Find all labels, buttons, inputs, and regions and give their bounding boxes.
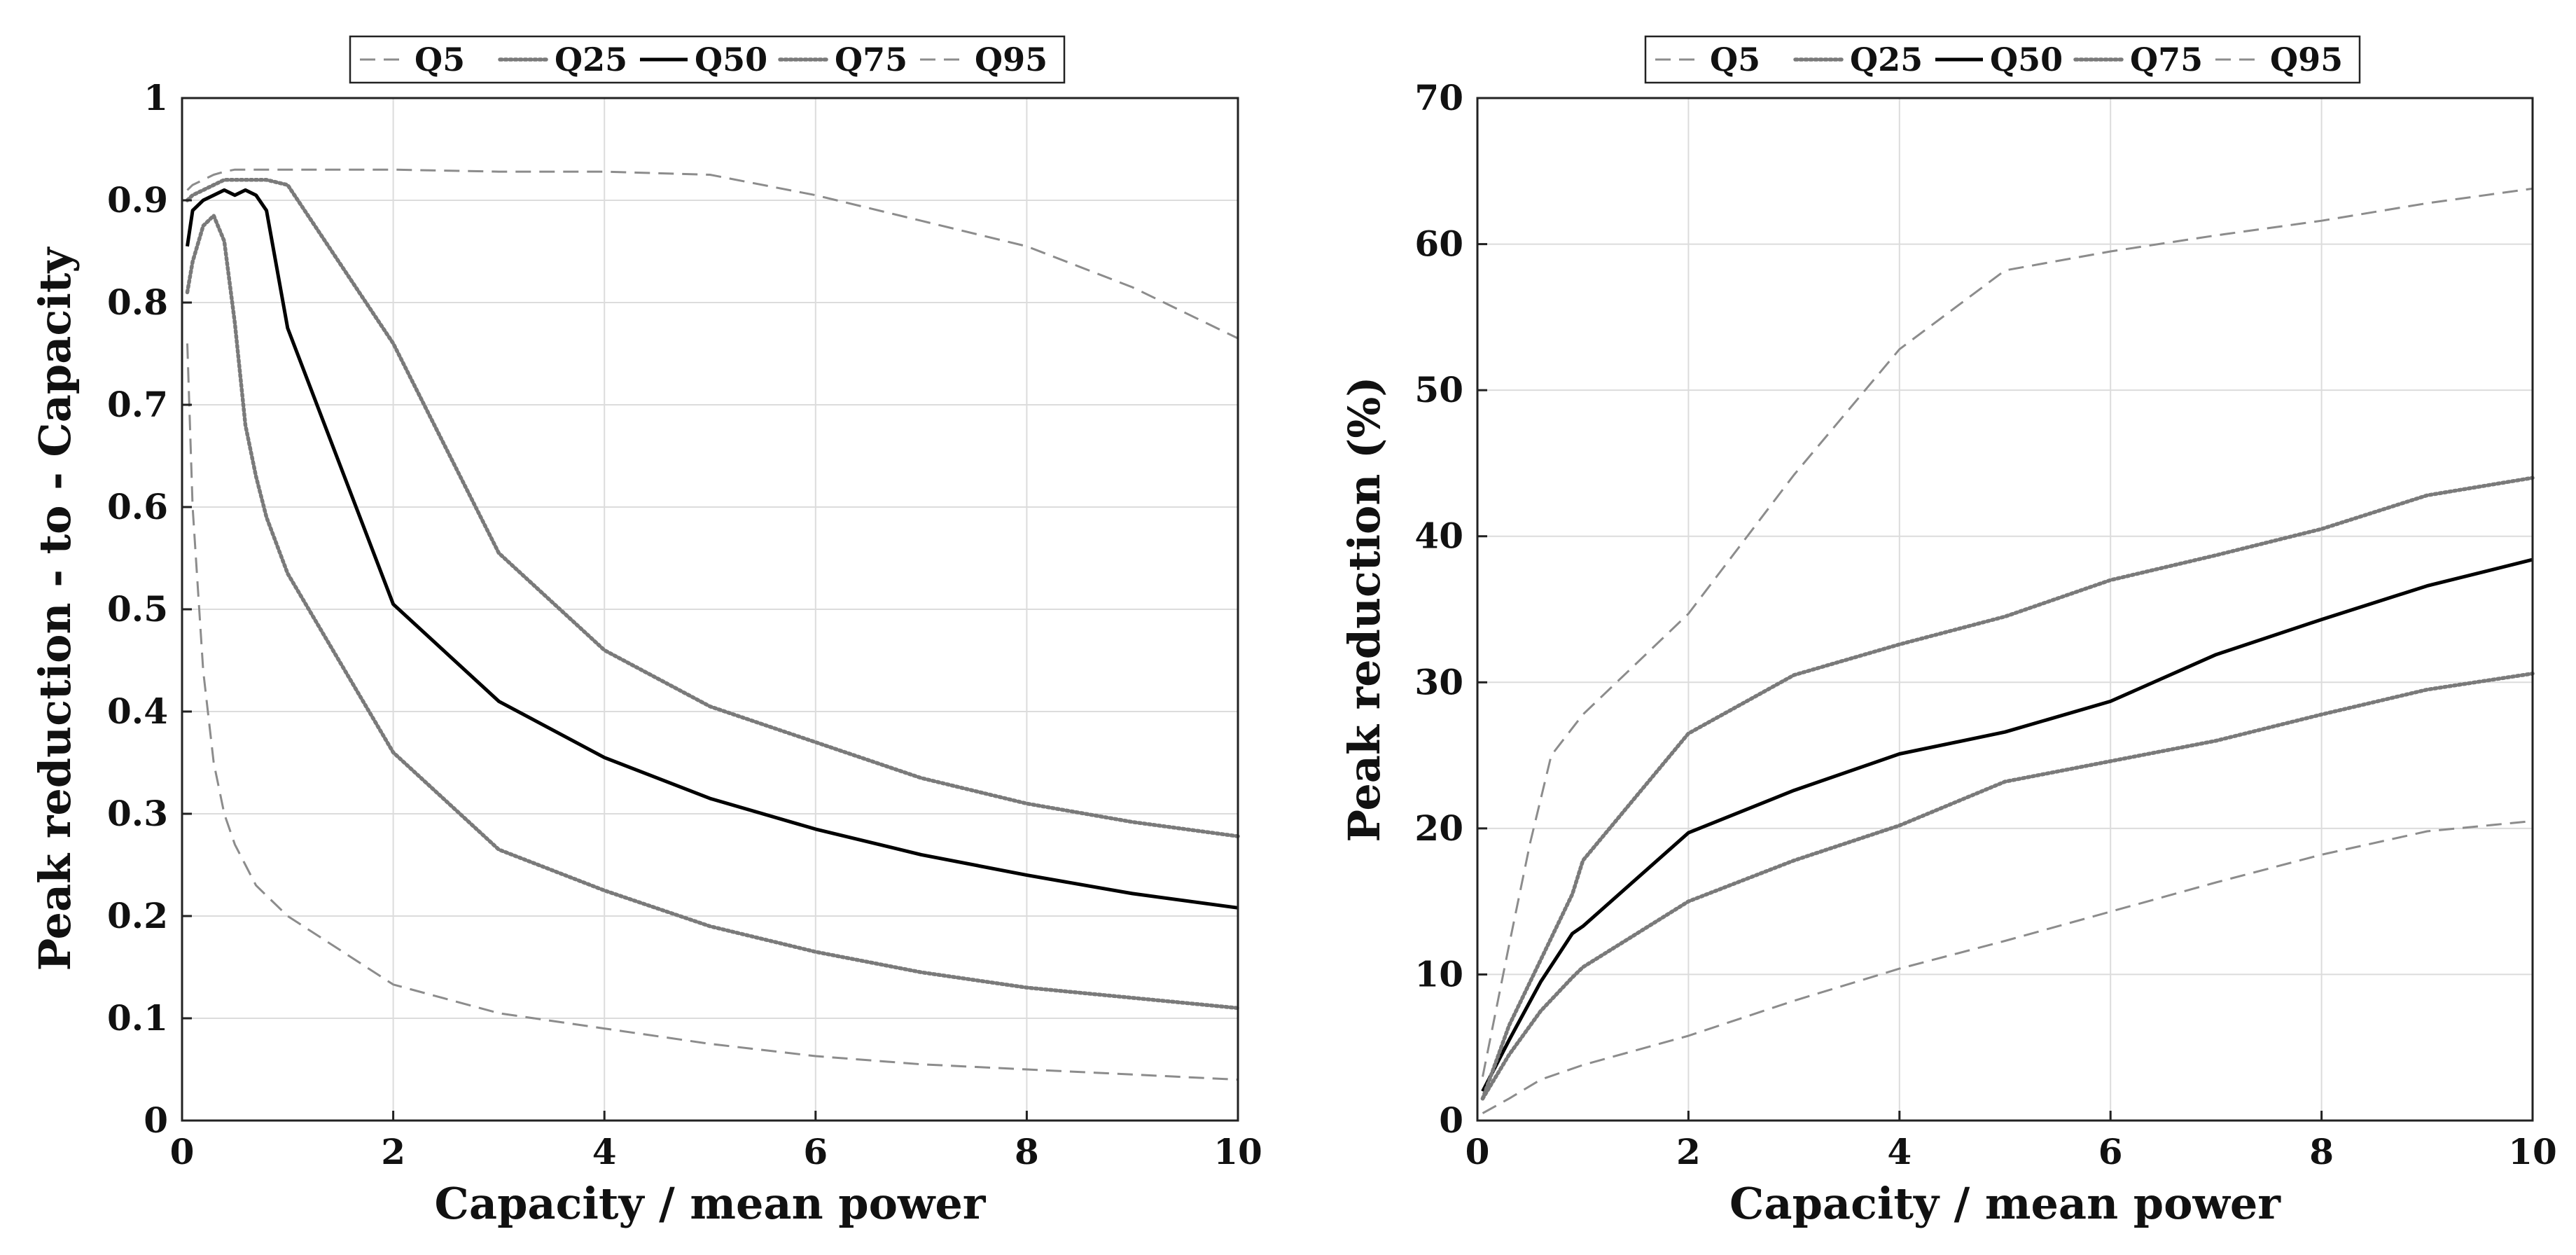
y-tick-label: 70	[1414, 77, 1463, 118]
x-tick-label: 10	[2508, 1131, 2557, 1172]
legend-label-q5: Q5	[1710, 41, 1760, 78]
legend-label-q75: Q75	[835, 41, 907, 78]
y-tick-label: 20	[1414, 807, 1463, 849]
x-tick-label: 6	[2098, 1131, 2123, 1172]
x-axis-label: Capacity / mean power	[435, 1178, 987, 1229]
y-tick-label: 0.1	[107, 997, 168, 1039]
y-tick-label: 60	[1414, 223, 1463, 265]
y-tick-label: 0.2	[107, 895, 168, 936]
legend-label-q95: Q95	[2270, 41, 2343, 78]
x-axis-label: Capacity / mean power	[1729, 1178, 2281, 1229]
y-tick-label: 30	[1414, 661, 1463, 702]
series-line-q5	[1482, 819, 2533, 1114]
series-line-q25	[1480, 672, 2535, 1101]
series-line-q50	[186, 188, 1239, 910]
y-tick-label: 0.6	[107, 486, 168, 527]
x-tick-label: 0	[1465, 1131, 1490, 1172]
x-tick-label: 8	[1015, 1131, 1039, 1172]
series-line-q95	[1482, 187, 2533, 1077]
axes-frame	[1476, 97, 2534, 1122]
y-axis-label: Peak reduction (%)	[1339, 376, 1390, 842]
y-tick-label: 50	[1414, 369, 1463, 410]
series-line-q25	[185, 214, 1240, 1011]
x-tick-label: 2	[1676, 1131, 1701, 1172]
left-chart-peak-reduction-to-capacity: 0 2 4 6 8 10 0 0.1 0.2 0.3 0.4 0.5 0.6 0.7 0.8 0.9 1 Capa…	[29, 35, 1262, 1229]
legend: Q5 Q25 Q50 Q75 Q95	[1644, 35, 2361, 84]
series-line-q75	[185, 178, 1240, 838]
y-tick-label: 0	[144, 1100, 168, 1141]
x-tick-label: 4	[592, 1131, 617, 1172]
y-tick-label: 0.7	[107, 384, 168, 425]
legend-label-q5: Q5	[415, 41, 465, 78]
y-tick-label: 10	[1414, 953, 1463, 994]
y-tick-label: 0.8	[107, 282, 168, 323]
legend-label-q95: Q95	[975, 41, 1047, 78]
legend-label-q75: Q75	[2130, 41, 2203, 78]
legend: Q5 Q25 Q50 Q75 Q95	[349, 35, 1066, 84]
y-tick-label: 1	[144, 77, 168, 118]
y-tick-label: 0.9	[107, 179, 168, 221]
series-line-q75	[1480, 476, 2535, 1101]
legend-label-q50: Q50	[1990, 41, 2063, 78]
y-tick-label: 0.3	[107, 793, 168, 834]
x-tick-label: 6	[803, 1131, 828, 1172]
right-chart-peak-reduction-percent: 0 2 4 6 8 10 0 10 20 30 40 50 60 70 Capacity / mean po…	[1339, 35, 2557, 1229]
y-tick-label: 40	[1414, 515, 1463, 557]
plot-area	[1477, 98, 2533, 1121]
y-axis-label: Peak reduction - to - Capacity	[29, 247, 81, 971]
x-tick-label: 2	[381, 1131, 405, 1172]
x-tick-label: 0	[170, 1131, 195, 1172]
x-tick-label: 4	[1887, 1131, 1912, 1172]
legend-label-q25: Q25	[555, 41, 627, 78]
x-tick-label: 8	[2309, 1131, 2334, 1172]
x-tick-label: 10	[1213, 1131, 1262, 1172]
series-line-q95	[186, 168, 1239, 340]
legend-label-q25: Q25	[1850, 41, 1923, 78]
y-tick-label: 0.5	[107, 588, 168, 630]
series-line-q50	[1481, 557, 2533, 1093]
y-tick-label: 0.4	[107, 691, 168, 732]
legend-label-q50: Q50	[695, 41, 767, 78]
y-tick-label: 0	[1439, 1100, 1463, 1141]
